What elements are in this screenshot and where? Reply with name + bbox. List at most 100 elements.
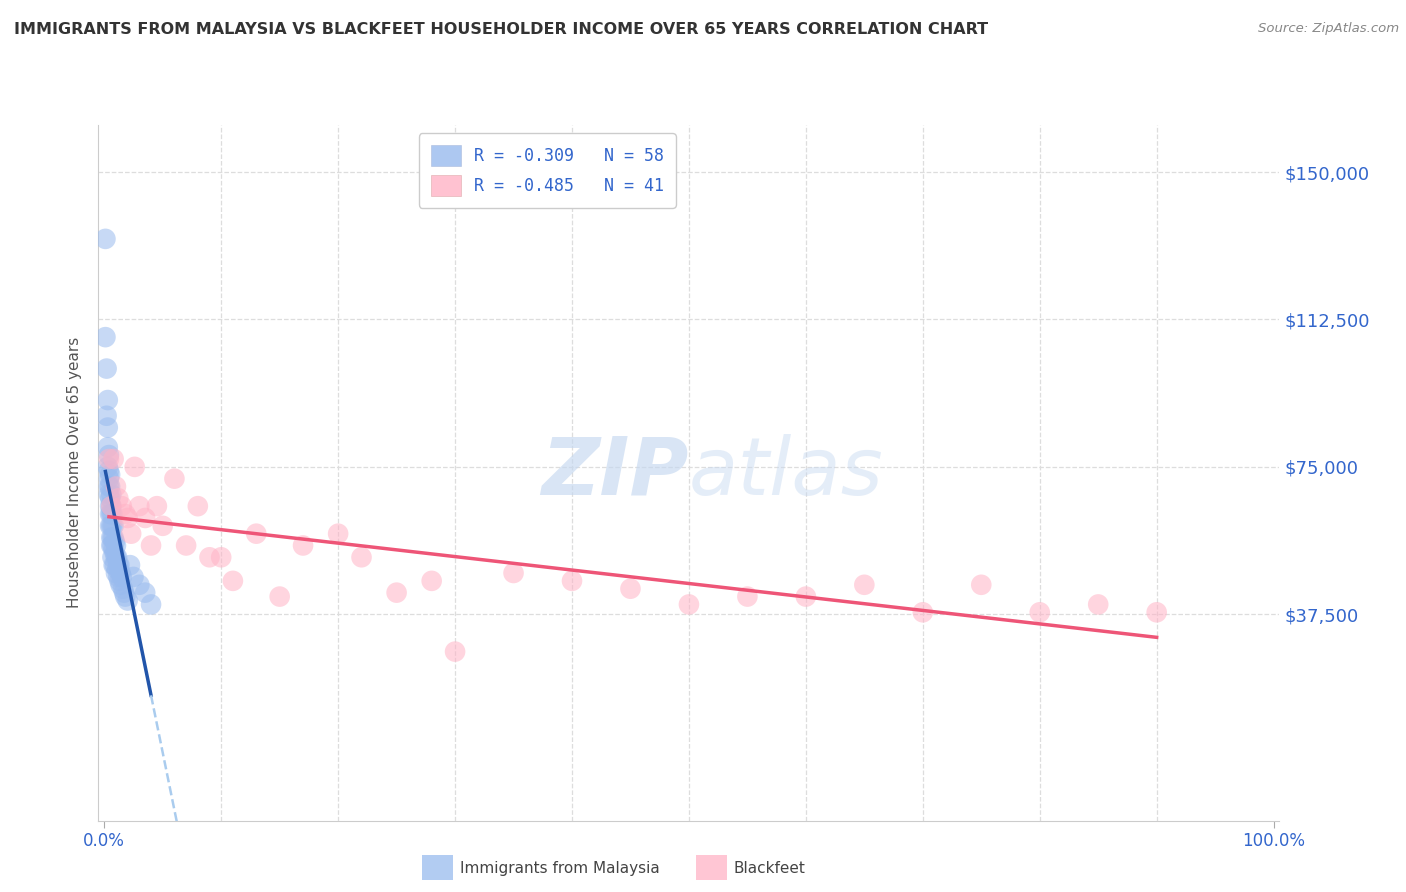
Point (107, 491, 129, 506)
Point (444, 645, 467, 659)
Point (100, 507, 122, 521)
Point (103, 542, 125, 557)
Point (97, 464, 120, 478)
Y-axis label: Householder Income Over 65 years: Householder Income Over 65 years (67, 337, 83, 608)
Point (970, 578, 993, 592)
Point (103, 558, 125, 573)
Point (678, 598, 700, 612)
Point (209, 550, 232, 565)
Point (737, 590, 759, 604)
Point (561, 574, 583, 588)
Text: Blackfeet: Blackfeet (734, 862, 806, 876)
Point (420, 574, 443, 588)
Point (111, 499, 134, 513)
Point (97, 420, 120, 434)
Point (101, 539, 124, 553)
Point (101, 550, 124, 565)
Point (111, 582, 134, 596)
Point (104, 558, 127, 573)
Point (96, 409, 118, 423)
Point (98, 518, 121, 533)
Point (100, 499, 122, 513)
Point (97, 459, 120, 474)
Point (134, 585, 156, 599)
Point (111, 570, 134, 584)
Point (94, 232, 117, 246)
Point (110, 566, 132, 580)
Point (98, 491, 121, 506)
Point (222, 574, 245, 588)
Point (104, 539, 127, 553)
Text: ZIP: ZIP (541, 434, 689, 512)
Point (97, 392, 120, 407)
Point (911, 605, 934, 619)
Point (385, 585, 408, 599)
Point (853, 578, 876, 592)
Point (108, 558, 131, 573)
Point (128, 578, 150, 592)
Point (100, 518, 122, 533)
Point (117, 511, 139, 525)
Point (110, 578, 132, 592)
Point (101, 518, 124, 533)
Point (112, 585, 135, 599)
Point (350, 550, 373, 565)
Point (1029, 605, 1052, 619)
Text: atlas: atlas (689, 434, 884, 512)
Point (114, 590, 136, 604)
Point (98, 479, 121, 493)
Text: IMMIGRANTS FROM MALAYSIA VS BLACKFEET HOUSEHOLDER INCOME OVER 65 YEARS CORRELATI: IMMIGRANTS FROM MALAYSIA VS BLACKFEET HO… (14, 22, 988, 37)
Point (94, 330, 117, 344)
Point (163, 472, 186, 486)
Point (104, 479, 127, 493)
Point (98, 499, 121, 513)
Point (100, 499, 122, 513)
Point (139, 539, 162, 553)
Point (105, 550, 128, 565)
Point (152, 518, 174, 533)
Point (104, 566, 127, 580)
Point (120, 526, 142, 541)
Point (269, 590, 291, 604)
Point (139, 598, 162, 612)
Point (100, 487, 122, 501)
Point (103, 531, 125, 545)
Legend: R = -0.309   N = 58, R = -0.485   N = 41: R = -0.309 N = 58, R = -0.485 N = 41 (419, 133, 675, 208)
Point (502, 566, 524, 580)
Point (97, 440, 120, 454)
Point (105, 562, 128, 576)
Point (122, 570, 145, 584)
Point (104, 550, 127, 565)
Point (174, 539, 197, 553)
Point (146, 499, 169, 513)
Text: Immigrants from Malaysia: Immigrants from Malaysia (460, 862, 659, 876)
Point (118, 558, 141, 573)
Point (794, 590, 817, 604)
Point (103, 452, 125, 467)
Point (97, 452, 120, 467)
Point (292, 539, 315, 553)
Point (96, 361, 118, 376)
Text: Source: ZipAtlas.com: Source: ZipAtlas.com (1258, 22, 1399, 36)
Point (128, 499, 150, 513)
Point (124, 459, 146, 474)
Point (104, 546, 127, 560)
Point (103, 518, 125, 533)
Point (198, 550, 221, 565)
Point (97, 448, 120, 462)
Point (97, 472, 120, 486)
Point (326, 526, 349, 541)
Point (114, 507, 136, 521)
Point (104, 534, 127, 549)
Point (107, 558, 129, 573)
Point (245, 526, 267, 541)
Point (117, 593, 139, 607)
Point (187, 499, 209, 513)
Point (107, 570, 129, 584)
Point (100, 531, 122, 545)
Point (1087, 598, 1109, 612)
Point (134, 511, 156, 525)
Point (101, 531, 124, 545)
Point (98, 467, 121, 482)
Point (1146, 605, 1168, 619)
